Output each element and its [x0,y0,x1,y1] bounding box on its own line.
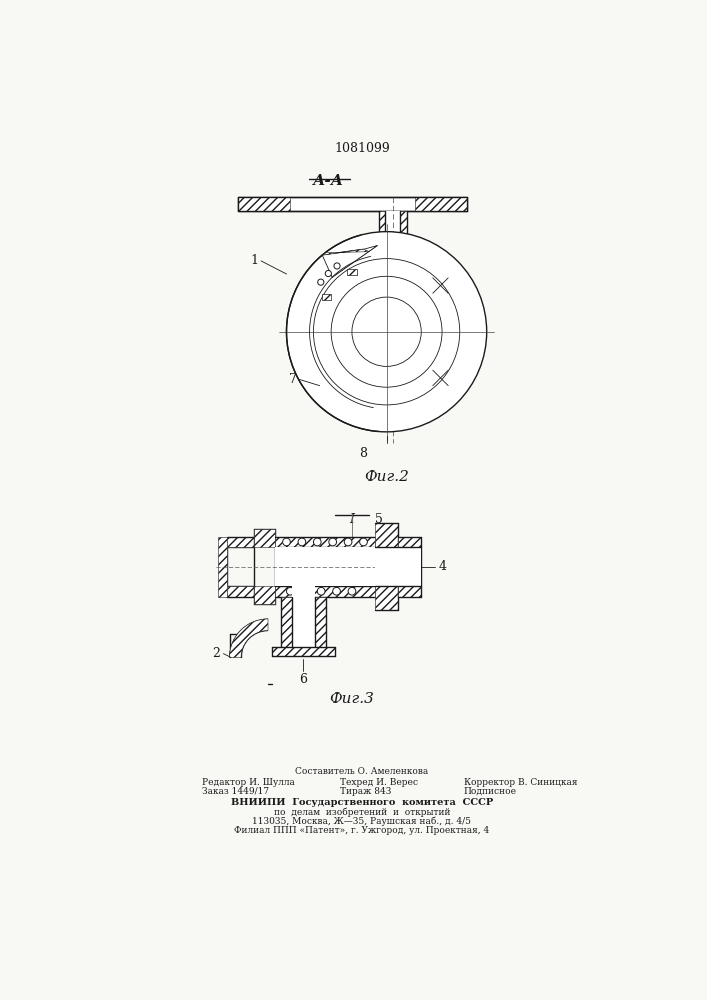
Bar [281,597,292,647]
Circle shape [333,587,340,595]
Text: 113035, Москва, Ж—35, Раушская наб., д. 4/5: 113035, Москва, Ж—35, Раушская наб., д. … [252,817,472,826]
Text: I: I [349,513,354,526]
Circle shape [302,587,310,595]
Bar [322,294,331,300]
Text: Фиг.2: Фиг.2 [364,470,409,484]
Bar [227,586,254,597]
Text: А-А: А-А [313,174,344,188]
Text: Заказ 1449/17: Заказ 1449/17 [201,787,269,796]
Bar [375,523,398,610]
Polygon shape [322,249,370,255]
Bar [385,211,400,324]
Bar [375,547,398,586]
Circle shape [317,279,324,285]
Text: Подписное: Подписное [464,787,517,796]
Text: Тираж 843: Тираж 843 [340,787,392,796]
Circle shape [317,587,325,595]
Circle shape [348,587,356,595]
Bar [254,529,275,547]
Circle shape [298,538,305,546]
Circle shape [286,232,486,432]
Circle shape [313,259,460,405]
Bar [272,647,335,656]
Text: ВНИИПИ  Государственного  комитета  СССР: ВНИИПИ Государственного комитета СССР [230,798,493,807]
Bar [275,547,375,586]
Bar [315,597,326,647]
Text: Редактор И. Шулла: Редактор И. Шулла [201,778,295,787]
Bar [398,547,421,586]
Text: 8: 8 [359,447,368,460]
Text: 2: 2 [211,647,220,660]
Bar [275,586,375,597]
Circle shape [352,297,421,366]
Text: 5: 5 [375,513,383,526]
Polygon shape [230,619,268,657]
Circle shape [331,276,442,387]
Bar [275,537,375,547]
Text: 6: 6 [300,673,308,686]
Bar [238,197,467,211]
Text: 7: 7 [288,373,296,386]
Bar [254,586,275,604]
Bar [218,537,227,597]
Circle shape [325,270,332,277]
Text: Корректор В. Синицкая: Корректор В. Синицкая [464,778,577,787]
Circle shape [360,538,368,546]
Bar [238,197,291,211]
Bar [292,597,315,647]
Text: 4: 4 [438,560,446,573]
Bar [379,211,385,324]
Bar [347,269,356,275]
Circle shape [334,263,340,269]
Circle shape [283,538,291,546]
Bar [227,537,254,547]
Text: 1: 1 [250,254,258,267]
Polygon shape [322,246,378,277]
Bar [292,586,315,597]
Text: Составитель О. Амеленкова: Составитель О. Амеленкова [296,767,428,776]
Text: Фиг.3: Фиг.3 [329,692,375,706]
Circle shape [286,587,294,595]
Circle shape [329,538,337,546]
Text: Техред И. Верес: Техред И. Верес [340,778,419,787]
Circle shape [313,538,321,546]
Text: Филиал ППП «Патент», г. Ужгород, ул. Проектная, 4: Филиал ППП «Патент», г. Ужгород, ул. Про… [234,826,489,835]
Bar [415,197,467,211]
Circle shape [344,538,352,546]
Text: по  делам  изобретений  и  открытий: по делам изобретений и открытий [274,808,450,817]
Text: 1081099: 1081099 [334,142,390,155]
Bar [400,211,407,324]
Bar [398,537,421,597]
